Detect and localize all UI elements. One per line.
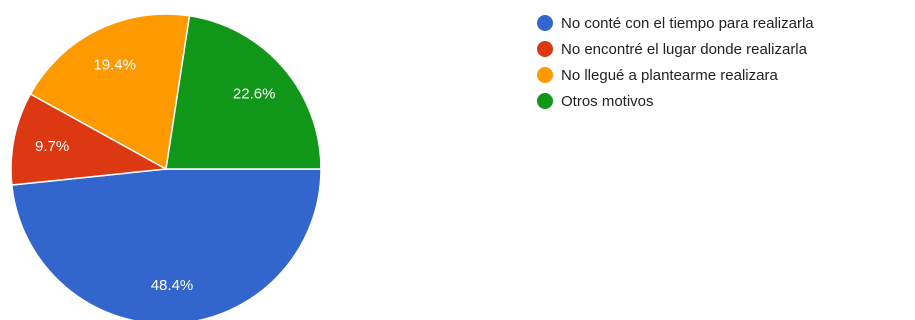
legend-label-lugar: No encontré el lugar donde realizarla <box>561 40 807 58</box>
pie-slice-plantearme[interactable] <box>29 13 191 171</box>
pie-slice-otros[interactable] <box>165 14 322 170</box>
legend-item-plantearme[interactable]: No llegué a plantearme realizara <box>537 62 814 88</box>
legend-item-lugar[interactable]: No encontré el lugar donde realizarla <box>537 36 814 62</box>
pie-slice-tiempo[interactable] <box>11 168 322 320</box>
legend-label-otros: Otros motivos <box>561 92 654 110</box>
pie-slices <box>10 13 322 320</box>
pie-slice-label-otros: 22.6% <box>233 85 276 102</box>
pie-slice-label-tiempo: 48.4% <box>151 277 194 294</box>
legend-label-plantearme: No llegué a plantearme realizara <box>561 66 778 84</box>
legend-swatch-plantearme <box>537 67 553 83</box>
pie-slice-label-plantearme: 19.4% <box>93 57 136 74</box>
legend-swatch-lugar <box>537 41 553 57</box>
legend-item-otros[interactable]: Otros motivos <box>537 88 814 114</box>
legend-item-tiempo[interactable]: No conté con el tiempo para realizarla <box>537 10 814 36</box>
legend-swatch-tiempo <box>537 15 553 31</box>
legend-label-tiempo: No conté con el tiempo para realizarla <box>561 14 814 32</box>
pie-slice-labels: 48.4% 9.7% 19.4% 22.6% <box>35 57 275 294</box>
chart-legend: No conté con el tiempo para realizarla N… <box>537 10 814 114</box>
pie-slice-label-lugar: 9.7% <box>35 138 69 155</box>
pie-slice-lugar[interactable] <box>10 92 169 186</box>
legend-swatch-otros <box>537 93 553 109</box>
